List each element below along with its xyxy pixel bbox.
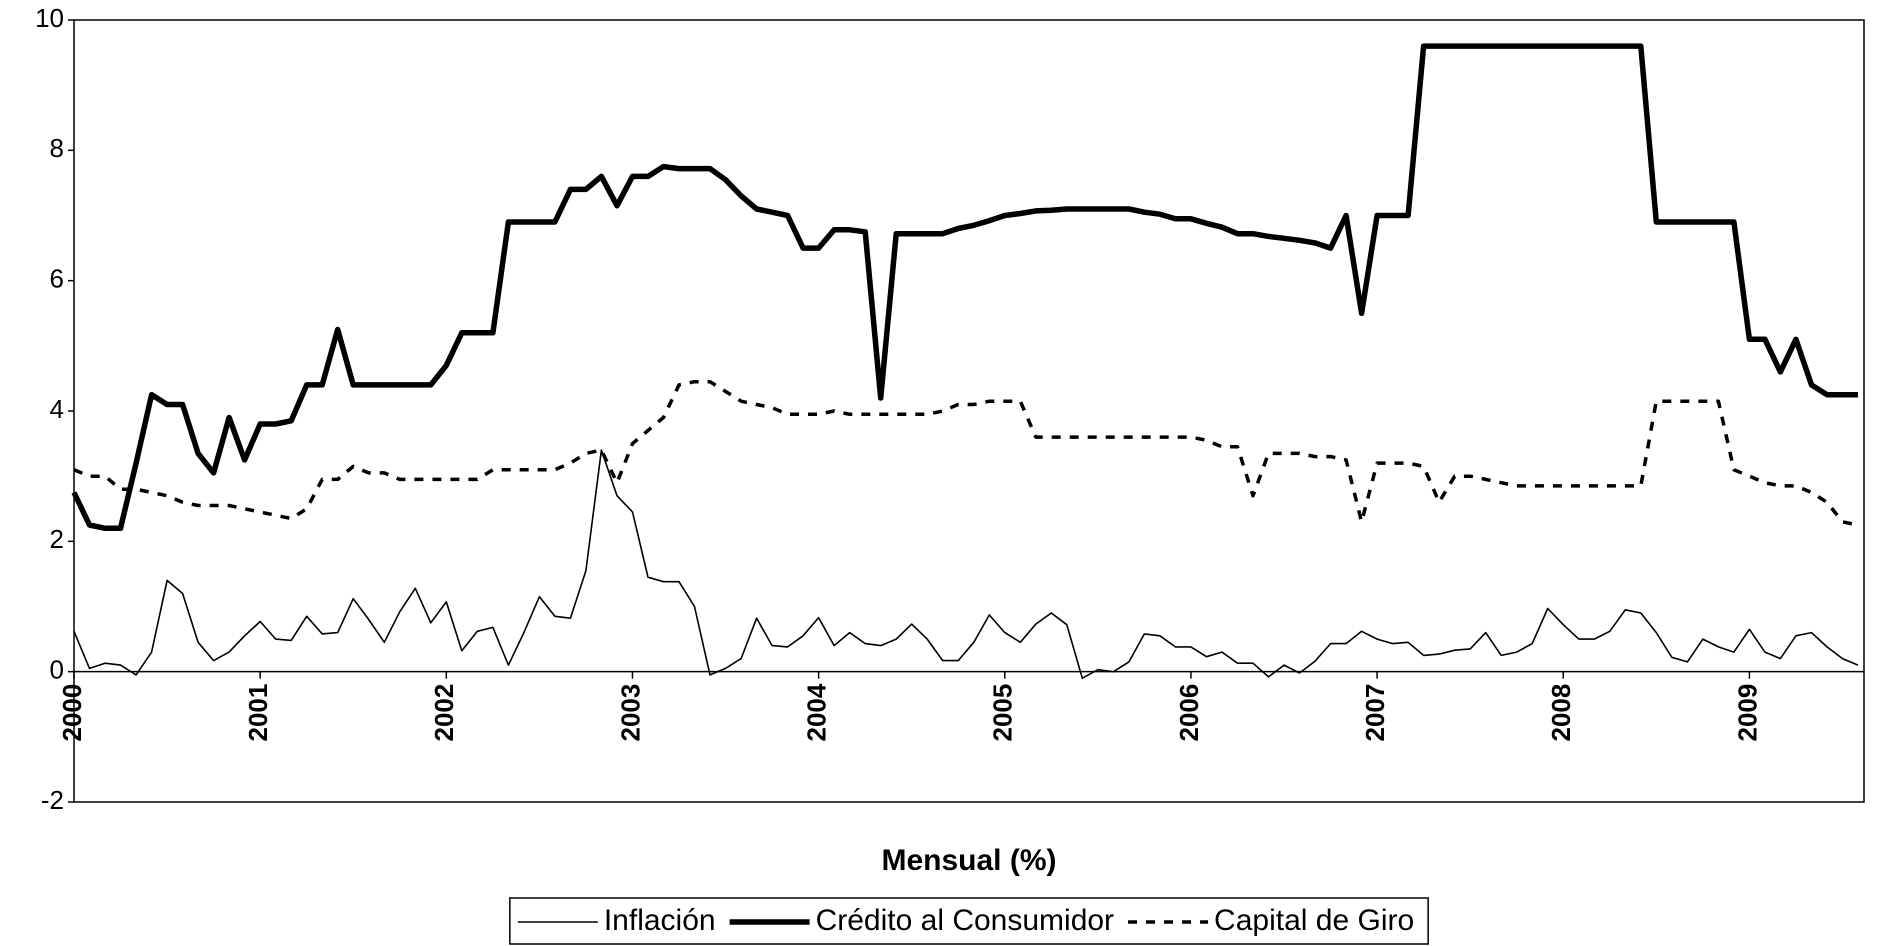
y-tick-label: 0 [50, 655, 64, 685]
x-axis-title: Mensual (%) [881, 844, 1056, 877]
x-tick-label: 2006 [1174, 684, 1204, 742]
x-tick-label: 2009 [1732, 684, 1762, 742]
legend: Inflación Crédito al Consumidor Capital de… [509, 897, 1429, 945]
y-tick-label: 4 [50, 394, 64, 424]
x-tick-label: 2000 [57, 684, 87, 742]
y-tick-label: 6 [50, 264, 64, 294]
series-line [71, 43, 1858, 532]
x-tick-label: 2007 [1360, 684, 1390, 742]
plot-frame [73, 19, 1865, 803]
legend-label: Inflación [604, 904, 716, 937]
legend-label: Capital de Giro [1214, 904, 1414, 937]
series-line [73, 449, 1859, 679]
y-tick-label: -2 [41, 785, 64, 815]
y-tick-label: 8 [50, 133, 64, 163]
x-tick-label: 2001 [243, 684, 273, 742]
x-tick-label: 2004 [802, 683, 832, 741]
x-tick-label: 2003 [615, 684, 645, 742]
legend-label: Crédito al Consumidor [816, 904, 1114, 937]
x-tick-label: 2008 [1546, 684, 1576, 742]
legend-box [509, 897, 1429, 945]
series-line [73, 379, 1859, 527]
x-tick-label: 2005 [988, 684, 1018, 742]
y-tick-label: 2 [50, 524, 64, 554]
y-tick-label: 10 [35, 3, 64, 33]
x-tick-label: 2002 [429, 684, 459, 742]
